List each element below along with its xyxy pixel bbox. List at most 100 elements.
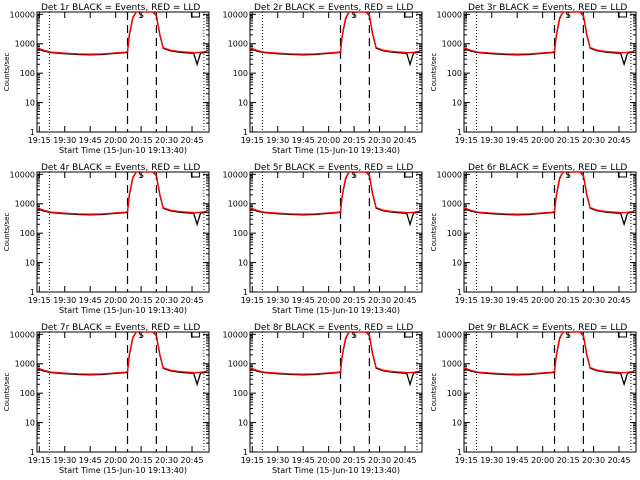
y-tick-label: 100 [20,389,35,398]
x-tick-label: 19:45 [292,456,315,465]
y-tick-label: 1000 [15,360,35,369]
marker-s: S [565,331,571,341]
chart-panel-5: 1 10 100 1000 10000 19:15 19:30 19:45 20:00 20:15… [223,163,423,315]
events-series-line [464,172,635,227]
y-tick-label: 10000 [223,10,248,19]
chart-panel-2: 1 10 100 1000 10000 19:15 19:30 19:45 20:00 20:15… [223,3,423,155]
x-tick-label: 19:45 [292,296,315,305]
x-tick-label: 20:30 [155,456,178,465]
x-tick-label: 19:15 [241,296,264,305]
x-tick-label: 19:45 [292,136,315,145]
y-axis-label: Counts/sec [3,53,11,92]
x-tick-label: 20:15 [343,456,366,465]
x-tick-label: 20:30 [582,296,605,305]
y-tick-label: 1000 [442,200,462,209]
marker-s: S [351,11,357,21]
plot-frame [249,331,423,453]
y-axis-label: Counts/sec [3,373,11,412]
x-tick-label: 20:00 [104,456,127,465]
marker-s: S [565,171,571,181]
chart-panel-8: 1 10 100 1000 10000 19:15 19:30 19:45 20:00 20:15… [223,323,423,475]
events-series-line [464,332,635,387]
y-tick-label: 1 [457,128,462,137]
x-tick-label: 20:45 [607,136,630,145]
y-tick-label: 10 [452,99,462,108]
y-tick-label: 10000 [437,10,462,19]
chart-title: Det 2r BLACK = Events, RED = LLD [254,3,413,13]
x-tick-label: 19:30 [266,296,289,305]
y-tick-label: 1000 [228,200,248,209]
x-tick-label: 19:45 [79,136,102,145]
marker-box [190,11,200,18]
marker-box [403,11,413,18]
y-tick-label: 100 [233,229,248,238]
x-tick-label: 19:45 [506,296,529,305]
chart-panel-7: 1 10 100 1000 10000 19:15 19:30 19:45 20:00 20:15… [3,323,210,475]
x-tick-label: 19:45 [79,456,102,465]
y-tick-label: 100 [447,69,462,78]
x-tick-label: 20:30 [582,456,605,465]
marker-box [403,171,413,178]
y-tick-label: 1 [243,448,248,457]
x-tick-label: 20:00 [104,296,127,305]
events-series-line [37,332,208,387]
x-tick-label: 19:15 [28,296,51,305]
x-tick-label: 19:45 [506,136,529,145]
y-tick-label: 10 [452,259,462,268]
x-tick-label: 20:45 [180,136,203,145]
x-axis-label: Start Time (15-Jun-10 19:13:40) [59,466,187,475]
x-tick-label: 20:45 [393,456,416,465]
x-axis-label: Start Time (15-Jun-10 19:13:40) [59,146,187,155]
y-tick-label: 10000 [10,170,35,179]
plot-curves [464,172,635,227]
plot-frame [249,11,423,133]
x-tick-label: 20:00 [317,296,340,305]
marker-box [190,331,200,338]
chart-panel-1: 1 10 100 1000 10000 19:15 19:30 19:45 20:00 20:15… [3,3,210,155]
y-tick-label: 10 [25,419,35,428]
lld-series-line [37,172,208,215]
plot-curves [464,12,635,67]
y-tick-label: 1000 [442,40,462,49]
marker-s: S [138,11,144,21]
marker-s: S [351,171,357,181]
plot-curves [37,172,208,227]
marker-s: S [351,331,357,341]
x-tick-label: 19:45 [79,296,102,305]
x-tick-label: 20:00 [104,136,127,145]
y-tick-label: 1000 [15,200,35,209]
x-tick-label: 20:15 [130,296,153,305]
x-tick-label: 20:15 [557,296,580,305]
plot-frame [249,171,423,293]
lld-series-line [37,12,208,55]
marker-box [617,171,627,178]
y-tick-label: 10 [25,259,35,268]
plot-frame [463,11,637,133]
lld-series-line [464,332,635,375]
lld-series-line [464,172,635,215]
x-tick-label: 20:30 [368,136,391,145]
y-tick-label: 10 [25,99,35,108]
y-tick-label: 10 [238,419,248,428]
x-tick-label: 20:00 [317,136,340,145]
x-tick-label: 20:30 [368,456,391,465]
chart-panel-4: 1 10 100 1000 10000 19:15 19:30 19:45 20:00 20:15… [3,163,210,315]
y-tick-label: 10 [238,259,248,268]
x-tick-label: 20:45 [393,136,416,145]
y-tick-label: 10000 [223,330,248,339]
y-tick-label: 1000 [228,360,248,369]
y-axis-label: Counts/sec [3,213,11,252]
x-tick-label: 19:15 [455,296,478,305]
y-tick-label: 100 [20,69,35,78]
lld-series-line [37,332,208,375]
chart-panel-9: 1 10 100 1000 10000 19:15 19:30 19:45 20:00 20:15… [430,323,637,465]
x-tick-label: 20:00 [317,456,340,465]
y-tick-label: 10 [452,419,462,428]
x-tick-label: 19:30 [53,136,76,145]
x-tick-label: 19:30 [53,456,76,465]
plot-curves [250,12,421,67]
x-tick-label: 19:30 [480,136,503,145]
marker-box [190,171,200,178]
chart-title: Det 3r BLACK = Events, RED = LLD [468,3,627,13]
